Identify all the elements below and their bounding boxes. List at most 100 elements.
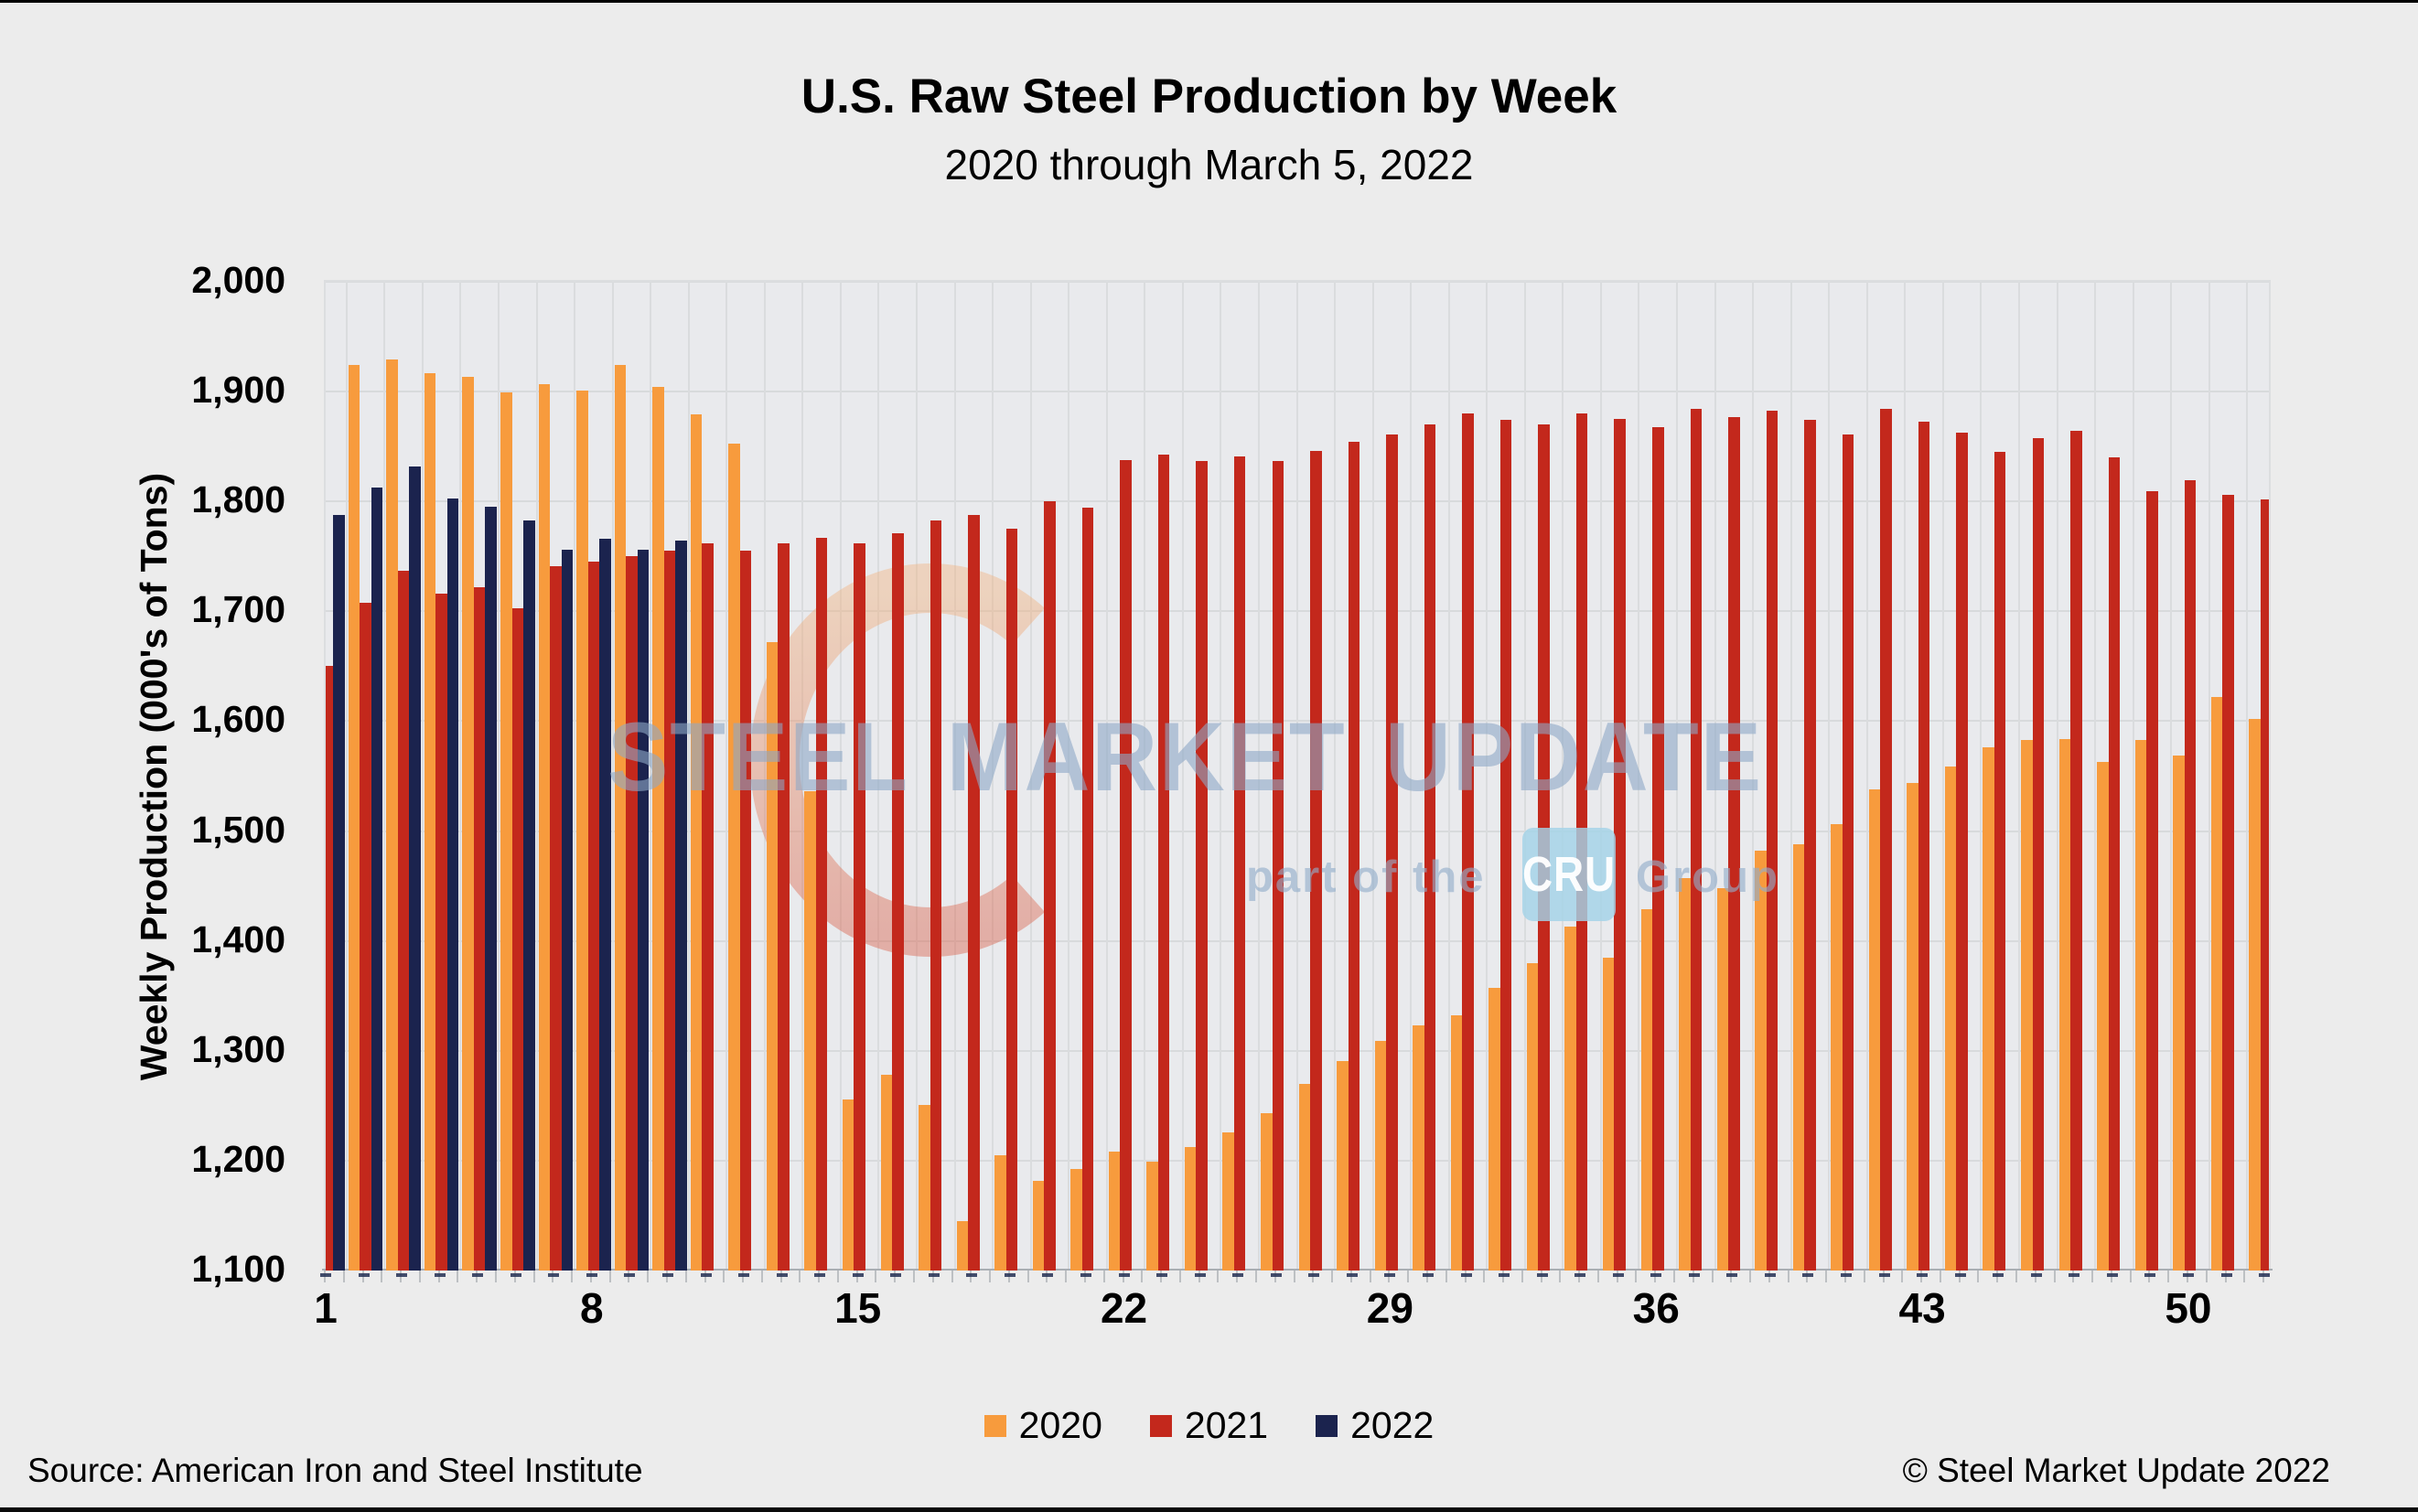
- bar-2021-week-29: [1386, 434, 1398, 1271]
- x-week-tick: [814, 1273, 826, 1277]
- bar-2021-week-16: [892, 533, 904, 1271]
- bar-2021-week-43: [1918, 421, 1930, 1271]
- bar-2020-week-6: [500, 392, 512, 1271]
- bar-2021-week-48: [2108, 457, 2121, 1271]
- v-gridline: [992, 282, 994, 1271]
- y-tick-label: 1,200: [191, 1137, 285, 1180]
- x-minor-tick: [608, 1271, 611, 1282]
- x-tick-label: 1: [314, 1284, 338, 1332]
- x-week-tick: [548, 1273, 560, 1277]
- bar-2021-week-30: [1424, 424, 1436, 1271]
- bar-2021-week-20: [1044, 501, 1056, 1271]
- x-week-tick: [776, 1273, 788, 1277]
- x-minor-tick: [2053, 1271, 2056, 1282]
- bar-2020-week-17: [919, 1104, 930, 1271]
- x-minor-tick: [1178, 1271, 1181, 1282]
- y-tick-label: 2,000: [191, 259, 285, 301]
- x-week-tick: [1308, 1273, 1320, 1277]
- bar-2021-week-17: [930, 520, 942, 1271]
- x-minor-tick: [1749, 1271, 1752, 1282]
- bar-2020-week-32: [1488, 988, 1500, 1271]
- bar-2021-week-23: [1157, 454, 1170, 1271]
- watermark-part-of-the: part of the: [1246, 853, 1486, 902]
- bar-2020-week-52: [2249, 719, 2261, 1271]
- v-gridline: [1638, 282, 1640, 1271]
- x-week-tick: [434, 1273, 446, 1277]
- x-minor-tick: [457, 1271, 459, 1282]
- bar-2020-week-27: [1298, 1083, 1311, 1271]
- x-tick-label: 8: [580, 1284, 604, 1332]
- x-week-tick: [1422, 1273, 1434, 1277]
- x-minor-tick: [1141, 1271, 1144, 1282]
- bar-2021-week-38: [1728, 416, 1740, 1271]
- x-week-tick: [852, 1273, 864, 1277]
- bar-2020-week-14: [804, 791, 816, 1271]
- bar-2021-week-5: [473, 586, 486, 1271]
- bar-2021-week-3: [397, 570, 410, 1271]
- x-week-tick: [1346, 1273, 1358, 1277]
- bar-2021-week-52: [2260, 499, 2269, 1271]
- v-gridline: [2132, 282, 2134, 1271]
- bar-2020-week-7: [538, 383, 551, 1271]
- bar-2020-week-48: [2097, 761, 2109, 1271]
- v-gridline: [1941, 282, 1944, 1271]
- v-gridline: [1562, 282, 1564, 1271]
- v-gridline: [916, 282, 919, 1271]
- bar-2020-week-12: [728, 443, 740, 1271]
- x-week-tick: [2030, 1273, 2042, 1277]
- bar-2021-week-9: [626, 556, 638, 1271]
- v-gridline: [1220, 282, 1222, 1271]
- bar-2020-week-50: [2173, 755, 2185, 1271]
- v-gridline: [535, 282, 538, 1271]
- bar-2021-week-25: [1233, 456, 1246, 1271]
- bar-2020-week-41: [1831, 824, 1843, 1271]
- x-week-tick: [1194, 1273, 1206, 1277]
- x-minor-tick: [1445, 1271, 1447, 1282]
- x-minor-tick: [532, 1271, 535, 1282]
- bar-2020-week-2: [348, 365, 360, 1271]
- v-gridline: [877, 282, 880, 1271]
- x-week-tick: [2106, 1273, 2118, 1277]
- bar-2020-week-47: [2058, 738, 2071, 1271]
- bar-2021-week-2: [360, 602, 371, 1271]
- x-week-tick: [1954, 1273, 1966, 1277]
- v-gridline: [1410, 282, 1413, 1271]
- v-gridline: [2017, 282, 2020, 1271]
- v-gridline: [1904, 282, 1907, 1271]
- x-minor-tick: [1939, 1271, 1941, 1282]
- legend-item-2020: 2020: [983, 1404, 1102, 1447]
- x-minor-tick: [1407, 1271, 1410, 1282]
- v-gridline: [2056, 282, 2058, 1271]
- bar-2020-week-4: [424, 372, 436, 1271]
- v-gridline: [1789, 282, 1792, 1271]
- bar-2021-week-44: [1956, 432, 1968, 1271]
- y-tick-label: 1,300: [191, 1027, 285, 1070]
- bar-2022-week-7: [561, 550, 574, 1271]
- bar-2020-week-11: [690, 414, 703, 1271]
- v-gridline: [1865, 282, 1868, 1271]
- x-week-tick: [1156, 1273, 1168, 1277]
- v-gridline: [2094, 282, 2097, 1271]
- bar-2021-week-12: [739, 551, 752, 1271]
- legend-item-2022: 2022: [1316, 1404, 1434, 1447]
- x-minor-tick: [342, 1271, 345, 1282]
- legend: 2020 2021 2022: [0, 1404, 2418, 1447]
- bar-2021-week-10: [663, 551, 676, 1271]
- bar-2021-week-49: [2146, 491, 2158, 1271]
- y-tick-label: 1,100: [191, 1248, 285, 1290]
- x-minor-tick: [760, 1271, 763, 1282]
- x-week-tick: [1080, 1273, 1091, 1277]
- v-gridline: [1068, 282, 1070, 1271]
- bar-2020-week-42: [1868, 788, 1881, 1271]
- v-gridline: [1334, 282, 1337, 1271]
- legend-swatch-2020: [983, 1414, 1006, 1437]
- x-minor-tick: [989, 1271, 992, 1282]
- x-minor-tick: [1102, 1271, 1105, 1282]
- x-minor-tick: [418, 1271, 421, 1282]
- bar-2020-week-49: [2134, 739, 2147, 1271]
- bar-2021-week-11: [702, 542, 714, 1271]
- cru-logo: CRU: [1522, 828, 1616, 921]
- v-gridline: [801, 282, 804, 1271]
- bar-2020-week-9: [614, 365, 627, 1271]
